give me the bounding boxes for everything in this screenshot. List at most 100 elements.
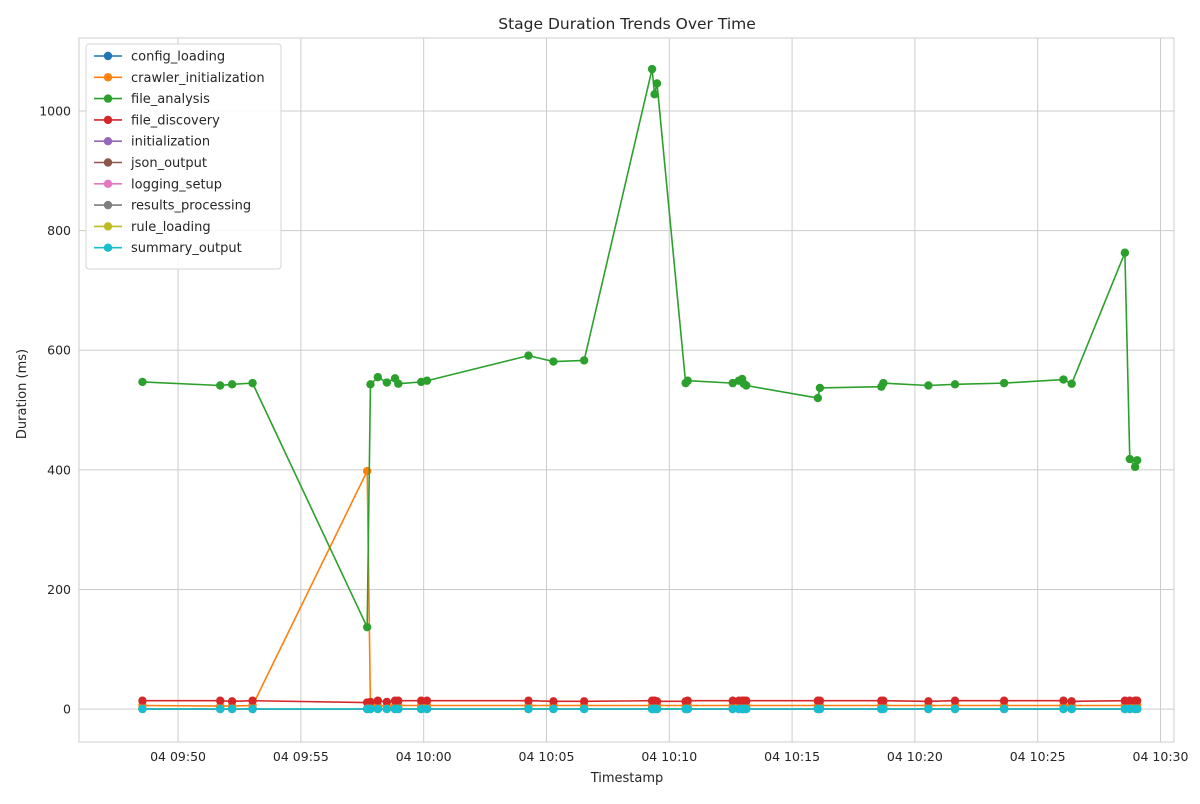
data-point (1067, 697, 1076, 706)
data-point (579, 356, 589, 365)
x-tick-label: 04 10:10 (641, 749, 697, 764)
data-point (742, 381, 751, 390)
data-point (138, 696, 147, 705)
x-tick-label: 04 10:05 (519, 749, 575, 764)
data-point (579, 704, 589, 714)
legend-entry: file_discovery (94, 113, 220, 128)
data-point (216, 704, 225, 714)
legend-label: initialization (131, 135, 210, 150)
legend-marker-swatch (103, 222, 113, 231)
data-point (373, 372, 383, 382)
data-point (216, 381, 225, 390)
data-point (366, 697, 375, 707)
data-point (1132, 704, 1142, 714)
data-point (652, 79, 662, 88)
data-point (366, 380, 375, 389)
data-point (248, 378, 257, 388)
legend-entry: initialization (94, 135, 210, 150)
legend-entry: logging_setup (94, 177, 222, 192)
data-point (362, 622, 372, 632)
data-point (950, 696, 960, 705)
data-point (579, 697, 589, 706)
data-point (652, 697, 662, 706)
legend-box (85, 43, 282, 270)
data-point (1120, 248, 1130, 257)
data-point (549, 357, 558, 366)
data-point (647, 64, 657, 74)
y-axis-label: Duration (ms) (15, 349, 30, 439)
legend-label: summary_output (131, 241, 242, 256)
data-point (138, 704, 147, 714)
data-point (373, 696, 383, 705)
data-point (813, 393, 823, 403)
data-point (950, 704, 960, 714)
x-tick-label: 04 10:00 (396, 749, 452, 764)
legend-label: config_loading (131, 50, 225, 65)
legend-label: results_processing (131, 199, 251, 214)
data-point (742, 704, 751, 714)
data-point (652, 704, 662, 714)
data-point (1125, 454, 1134, 464)
y-tick-label: 1000 (39, 103, 71, 118)
data-point (1067, 379, 1076, 388)
x-tick-label: 04 10:25 (1010, 749, 1066, 764)
legend-entry: crawler_initialization (94, 71, 265, 86)
data-point (924, 697, 933, 706)
data-point (728, 704, 737, 714)
data-point (227, 704, 237, 714)
y-tick-label: 400 (47, 462, 71, 477)
data-point (382, 704, 392, 714)
data-point (728, 696, 737, 705)
data-point (683, 704, 692, 714)
chart-title: Stage Duration Trends Over Time (498, 15, 756, 33)
data-point (815, 704, 825, 714)
data-point (373, 704, 383, 714)
data-point (382, 697, 392, 707)
data-point (216, 696, 225, 705)
data-point (524, 696, 533, 705)
data-point (879, 378, 888, 388)
data-point (524, 351, 533, 360)
y-axis-ticks: 0 200 400 600 800 1000 (39, 103, 71, 716)
series-summary-output (138, 704, 1142, 714)
data-point (950, 380, 960, 389)
x-tick-label: 04 09:50 (150, 749, 206, 764)
data-point (879, 696, 888, 705)
legend-marker-swatch (103, 179, 113, 188)
data-point (1132, 456, 1142, 465)
data-point (549, 697, 558, 706)
data-point (683, 376, 692, 385)
data-point (394, 379, 403, 388)
data-point (1059, 696, 1068, 705)
legend-entry: rule_loading (94, 220, 211, 235)
data-point (742, 696, 751, 705)
legend-entry: summary_output (94, 241, 242, 256)
data-point (248, 704, 257, 714)
y-tick-label: 200 (47, 582, 71, 597)
data-point (1132, 696, 1142, 705)
legend-entry: json_output (94, 156, 207, 171)
data-point (248, 696, 257, 705)
data-point (382, 378, 392, 387)
series-layer (138, 64, 1142, 714)
legend-label: json_output (130, 156, 207, 171)
data-point (366, 704, 375, 714)
data-point (394, 696, 403, 705)
data-point (924, 381, 933, 390)
data-point (879, 704, 888, 714)
legend: config_loading crawler_initializationfile… (85, 43, 282, 270)
data-point (422, 704, 432, 714)
plot-area (78, 37, 1175, 743)
legend-marker-swatch (103, 73, 113, 82)
x-tick-label: 04 10:20 (887, 749, 943, 764)
data-point (138, 377, 147, 387)
x-tick-label: 04 10:15 (764, 749, 820, 764)
x-tick-label: 04 09:55 (273, 749, 329, 764)
data-point (924, 704, 933, 714)
data-point (227, 380, 237, 389)
series-file-discovery (138, 696, 1142, 707)
data-point (1059, 704, 1068, 714)
legend-label: crawler_initialization (131, 71, 265, 86)
